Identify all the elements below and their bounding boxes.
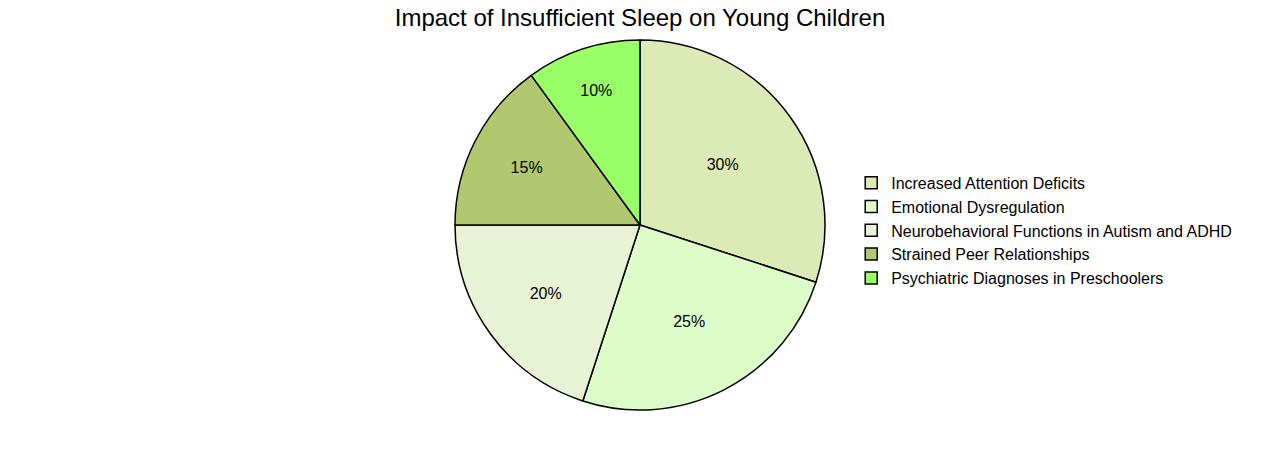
svg-text:30%: 30%: [707, 156, 739, 173]
svg-text:10%: 10%: [580, 82, 612, 99]
svg-text:Impact of Insufficient Sleep o: Impact of Insufficient Sleep on Young Ch…: [395, 4, 886, 31]
svg-text:20%: 20%: [530, 285, 562, 302]
svg-text:Neurobehavioral Functions in A: Neurobehavioral Functions in Autism and …: [891, 223, 1232, 240]
svg-text:Emotional Dysregulation: Emotional Dysregulation: [891, 199, 1064, 216]
svg-text:Strained Peer Relationships: Strained Peer Relationships: [891, 246, 1089, 263]
svg-text:25%: 25%: [673, 313, 705, 330]
svg-text:Increased Attention Deficits: Increased Attention Deficits: [891, 175, 1085, 192]
svg-text:15%: 15%: [511, 159, 543, 176]
svg-text:Psychiatric Diagnoses in Presc: Psychiatric Diagnoses in Preschoolers: [891, 270, 1163, 287]
